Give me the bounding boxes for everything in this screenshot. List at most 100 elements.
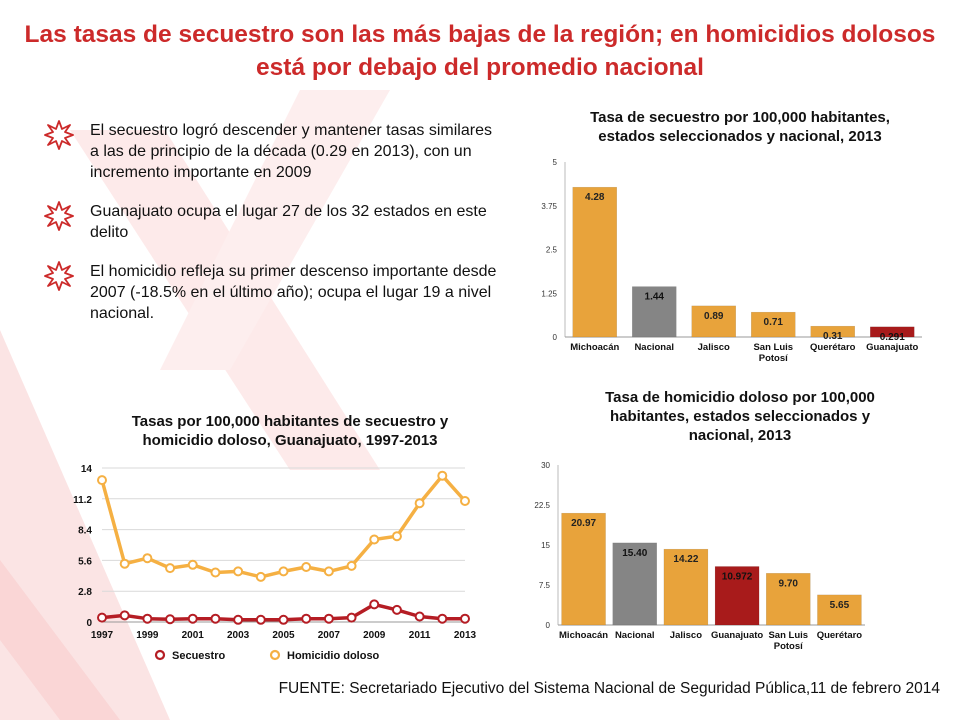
bar (632, 286, 677, 338)
y-tick-label: 5.6 (78, 556, 92, 567)
bar (751, 311, 796, 338)
data-point (233, 566, 244, 577)
category-label: Querétaro (810, 342, 856, 353)
bullet-text: Guanajuato ocupa el lugar 27 de los 32 e… (90, 203, 487, 241)
data-point (391, 531, 402, 542)
data-point (391, 604, 402, 615)
y-tick-label: 0 (546, 621, 551, 630)
data-point (165, 614, 176, 625)
data-point (119, 558, 130, 569)
bar-value-label: 4.28 (585, 192, 605, 203)
data-point (460, 613, 470, 624)
chart-title-line: Tasas por 100,000 habitantes de secuestr… (131, 413, 449, 430)
chart-title-line: nacional, 2013 (688, 427, 792, 444)
x-tick-label: 2001 (182, 630, 205, 641)
source-note: FUENTE: Secretariado Ejecutivo del Siste… (278, 680, 940, 697)
data-point (437, 470, 448, 481)
data-point (323, 566, 334, 577)
legend-marker (269, 649, 281, 661)
homicidio-bar-chart: 0 7.5 15 22.5 30 20.97 Michoacán 15.40 Nacional 1… (534, 461, 865, 652)
category-label: Nacional (615, 630, 655, 641)
legend-label: Homicidio doloso (287, 650, 380, 662)
bar (714, 566, 760, 626)
bar (561, 512, 606, 626)
bar-value-label: 14.22 (673, 554, 698, 565)
bullet-item: Guanajuato ocupa el lugar 27 de los 32 e… (44, 201, 504, 243)
bar (663, 548, 709, 626)
y-tick-label: 14 (81, 464, 93, 475)
y-tick-label: 30 (541, 461, 550, 470)
data-point (346, 560, 357, 571)
data-point (369, 599, 380, 610)
category-label: Jalisco (670, 630, 702, 641)
page-title: Las tasas de secuestro son las más bajas… (24, 21, 936, 81)
x-tick-label: 2005 (272, 630, 295, 641)
y-tick-label: 0 (86, 618, 92, 629)
data-point (165, 563, 176, 574)
category-label: Jalisco (698, 342, 730, 353)
guanajuato-line-chart: 0 2.8 5.6 8.4 11.2 14 1997 1999 2001 2003 2005 2007… (73, 464, 477, 662)
data-point (142, 553, 153, 564)
bullet-text: El homicidio refleja su primer descenso … (90, 263, 497, 322)
data-point (210, 613, 221, 624)
x-tick-label: 2011 (409, 630, 431, 641)
y-tick-label: 2.8 (78, 587, 92, 598)
bar-value-label: 0.89 (704, 311, 724, 322)
chart-title-line: estados seleccionados y nacional, 2013 (598, 128, 882, 145)
legend-marker (154, 649, 166, 661)
category-label: Nacional (634, 342, 674, 353)
bullet-text: El secuestro logró descender y mantener … (90, 122, 492, 181)
y-tick-label: 15 (541, 541, 550, 550)
data-point (323, 613, 334, 624)
data-point (278, 614, 289, 625)
bullet-item: El homicidio refleja su primer descenso … (44, 261, 504, 324)
homicidio-chart-title: Tasa de homicidio doloso por 100,000 hab… (540, 388, 940, 445)
bar (870, 326, 915, 338)
data-point (255, 571, 266, 582)
x-tick-label: 1997 (91, 630, 114, 641)
category-label: Potosí (774, 641, 803, 652)
bar-value-label: 0.291 (880, 332, 905, 343)
bar-value-label: 10.972 (722, 571, 753, 582)
bullet-list: El secuestro logró descender y mantener … (44, 120, 504, 342)
data-point (97, 475, 107, 486)
guanajuato-line-chart-title: Tasas por 100,000 habitantes de secuestr… (90, 412, 490, 450)
category-label: San Luis (768, 630, 808, 641)
bullet-item: El secuestro logró descender y mantener … (44, 120, 504, 183)
y-tick-label: 2.5 (546, 246, 558, 255)
chart-title-line: homicidio doloso, Guanajuato, 1997-2013 (142, 432, 438, 449)
bar (572, 186, 617, 338)
chart-title-line: Tasa de homicidio doloso por 100,000 (605, 389, 875, 406)
data-point (460, 496, 470, 506)
starburst-icon (44, 120, 74, 150)
y-tick-label: 0 (553, 333, 558, 342)
bar-value-label: 0.31 (823, 331, 843, 342)
bar (691, 305, 736, 338)
data-point (437, 613, 448, 624)
starburst-icon (44, 201, 74, 231)
y-tick-label: 1.25 (541, 289, 557, 298)
starburst-icon (44, 261, 74, 291)
data-point (142, 613, 153, 624)
x-tick-label: 2013 (454, 630, 477, 641)
data-point (414, 498, 425, 509)
y-tick-label: 7.5 (539, 581, 551, 590)
data-point (119, 610, 130, 621)
bar-value-label: 0.71 (764, 317, 784, 328)
category-label: Guanajuato (866, 342, 918, 353)
data-point (301, 562, 312, 572)
series-line (100, 473, 467, 579)
y-tick-label: 3.75 (541, 202, 557, 211)
y-tick-label: 8.4 (78, 526, 92, 537)
category-label: Michoacán (559, 630, 608, 641)
x-tick-label: 1999 (136, 630, 159, 641)
category-label: Querétaro (817, 630, 863, 641)
bar-value-label: 1.44 (645, 292, 665, 303)
data-point (97, 612, 107, 623)
x-tick-label: 2009 (363, 630, 386, 641)
y-tick-label: 11.2 (73, 495, 92, 506)
data-point (301, 613, 312, 624)
x-tick-label: 2003 (227, 630, 250, 641)
chart-title-line: Tasa de secuestro por 100,000 habitantes… (590, 109, 890, 126)
legend-label: Secuestro (172, 650, 225, 662)
